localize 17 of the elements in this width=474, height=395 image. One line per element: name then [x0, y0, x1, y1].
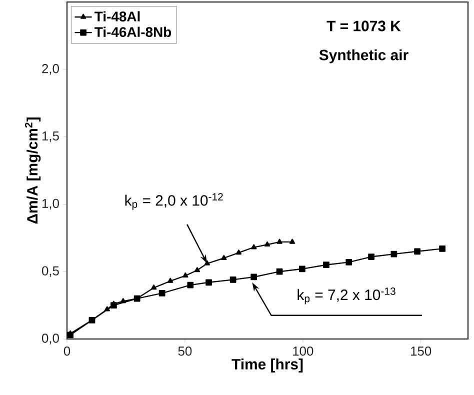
y-tick-label: 0,0: [42, 334, 59, 344]
legend-label: Ti-46Al-8Nb: [94, 26, 172, 38]
x-tick-label: 150: [411, 346, 432, 356]
y-tick-label: 1,5: [42, 132, 59, 142]
y-axis-title: Δm/A [mg/cm$^{2}$]: [24, 118, 41, 224]
x-tick-label: 100: [293, 346, 314, 356]
legend-label: Ti-48Al: [94, 11, 140, 22]
annotation: Synthetic air: [319, 49, 408, 64]
annotation: T = 1073 K: [326, 20, 401, 32]
y-tick-label: 0,5: [42, 266, 59, 277]
y-tick-label: 2,0: [42, 64, 59, 75]
annotation: k$_{p}$ = 2,0 x 10$^{-12}$: [125, 193, 223, 210]
x-axis-title: Time [hrs]: [232, 358, 303, 372]
x-tick-label: 50: [178, 346, 192, 356]
y-tick-label: 1,0: [42, 198, 59, 210]
x-tick-label: 0: [64, 346, 70, 356]
annotation: k$_{p}$ = 7,2 x 10$^{-13}$: [298, 287, 396, 304]
